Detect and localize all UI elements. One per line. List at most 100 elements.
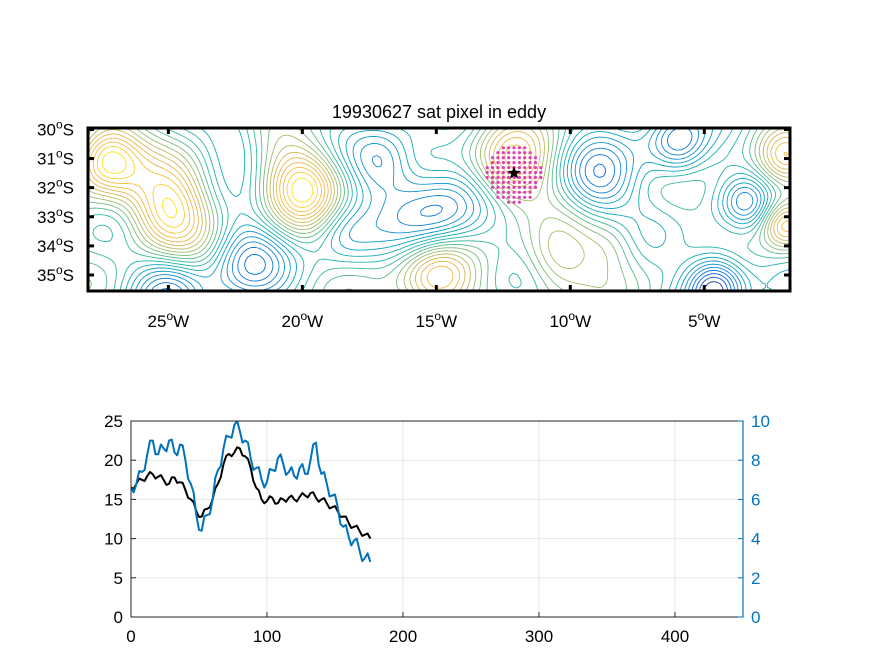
x-tick-label: 300 — [525, 627, 553, 646]
eddy-pixel-dot — [523, 166, 527, 170]
y-tick-label-left: 10 — [104, 530, 123, 549]
eddy-pixel-dot — [528, 175, 532, 180]
eddy-pixel-dot — [496, 185, 500, 189]
eddy-pixel-dot — [507, 175, 511, 180]
map-x-tick-label: 10oW — [549, 309, 591, 331]
series-line-left-axis — [131, 446, 372, 540]
y-tick-label-left: 20 — [104, 451, 123, 470]
eddy-pixel-dot — [491, 175, 495, 180]
eddy-pixel-dot — [501, 180, 505, 184]
eddy-pixel-dot — [533, 185, 538, 189]
map-y-tick-label: 30oS — [37, 117, 74, 139]
eddy-pixel-dot — [496, 161, 500, 165]
eddy-pixel-dot — [523, 146, 527, 150]
eddy-pixel-dot — [512, 146, 516, 150]
eddy-pixel-dot — [517, 185, 522, 189]
eddy-pixel-dot — [491, 170, 495, 175]
eddy-pixel-dot — [491, 161, 495, 165]
eddy-pixel-dot — [512, 151, 516, 155]
x-tick-label: 400 — [661, 627, 689, 646]
eddy-pixel-dot — [517, 180, 522, 184]
eddy-pixel-dot — [507, 185, 511, 189]
eddy-pixel-dot — [512, 156, 516, 160]
eddy-pixel-dot — [496, 170, 500, 175]
eddy-pixel-dot — [533, 166, 538, 170]
eddy-pixel-dot — [528, 156, 532, 160]
eddy-pixel-dot — [523, 151, 527, 155]
eddy-pixel-dot — [523, 190, 527, 194]
eddy-pixel-dot — [507, 200, 511, 204]
eddy-pixel-dot — [517, 190, 522, 194]
eddy-pixel-dot — [523, 185, 527, 189]
eddy-pixel-dot — [501, 146, 505, 150]
contour-level-16 — [88, 128, 790, 291]
eddy-center-star — [507, 166, 521, 179]
y-tick-label-right: 2 — [751, 569, 760, 588]
eddy-pixel-dot — [517, 161, 522, 165]
eddy-pixel-dot — [539, 166, 543, 170]
eddy-pixel-dot — [501, 185, 505, 189]
map-y-tick-label: 34oS — [37, 234, 74, 256]
eddy-pixel-dot — [517, 166, 522, 170]
series-line-right-axis — [131, 421, 372, 563]
y-tick-label-left: 15 — [104, 490, 123, 509]
eddy-pixel-dot — [528, 166, 532, 170]
eddy-pixel-dot — [485, 175, 489, 180]
eddy-pixel-dot — [501, 161, 505, 165]
map-title: 19930627 sat pixel in eddy — [332, 102, 546, 122]
eddy-pixel-dot — [512, 175, 516, 180]
eddy-pixel-dot — [501, 195, 505, 199]
contour-level-19 — [92, 141, 788, 234]
eddy-pixel-dot — [496, 156, 500, 160]
eddy-pixel-dot — [496, 166, 500, 170]
map-x-tick-label: 20oW — [282, 309, 324, 331]
eddy-pixel-dot — [517, 175, 522, 180]
line-chart-panel: 0 100 200 300 400 0 5 10 15 20 25 0 2 4 6 8 10 — [104, 412, 770, 646]
eddy-pixel-dot — [507, 146, 511, 150]
y-tick-label-right: 0 — [751, 608, 760, 627]
contour-level-8 — [129, 128, 765, 291]
eddy-pixel-dot — [501, 156, 505, 160]
eddy-pixel-dot — [485, 166, 489, 170]
eddy-pixel-dot — [485, 170, 489, 175]
y-tick-label-right: 6 — [751, 490, 760, 509]
eddy-pixel-dot — [528, 161, 532, 165]
y-tick-label-left: 0 — [114, 608, 123, 627]
eddy-pixel-dot — [517, 200, 522, 204]
map-y-tick-label: 31oS — [37, 147, 74, 169]
eddy-pixel-dot — [501, 175, 505, 180]
eddy-pixel-dot — [523, 175, 527, 180]
eddy-pixel-dot — [496, 151, 500, 155]
eddy-pixel-dot — [512, 161, 516, 165]
contour-level-21 — [101, 151, 314, 219]
eddy-pixel-dot — [539, 170, 543, 175]
map-y-tick-label: 32oS — [37, 176, 74, 198]
contour-lines — [88, 128, 790, 291]
eddy-pixel-dot — [501, 170, 505, 175]
contour-map-panel: 19930627 sat pixel in eddy 25oW 20oW 15oW 1… — [37, 102, 792, 331]
map-frame — [86, 126, 792, 293]
eddy-pixel-dot — [523, 156, 527, 160]
contour-level-6 — [139, 128, 758, 291]
eddy-pixel-dot — [507, 180, 511, 184]
eddy-pixel-dot — [528, 151, 532, 155]
x-tick-label: 100 — [253, 627, 281, 646]
contour-level-7 — [134, 128, 762, 291]
eddy-pixel-dot — [496, 190, 500, 194]
line-grid — [131, 421, 743, 617]
map-axis-ticks: 25oW 20oW 15oW 10oW 5oW 30oS 31oS 32oS 33oS 34oS 3… — [37, 117, 790, 331]
eddy-pixel-dot — [523, 170, 527, 175]
eddy-pixel-dot — [533, 180, 538, 184]
eddy-pixel-dot — [501, 166, 505, 170]
contour-level-20 — [96, 146, 319, 228]
eddy-pixel-dot — [507, 166, 511, 170]
eddy-pixel-dot — [533, 156, 538, 160]
eddy-pixel-dot — [523, 195, 527, 199]
eddy-pixel-dot — [512, 185, 516, 189]
eddy-pixel-dot — [507, 151, 511, 155]
eddy-pixel-dot — [501, 190, 505, 194]
eddy-pixel-dot — [512, 200, 516, 204]
eddy-pixel-dot — [507, 161, 511, 165]
eddy-pixel-dot — [528, 170, 532, 175]
eddy-pixel-dot — [517, 195, 522, 199]
